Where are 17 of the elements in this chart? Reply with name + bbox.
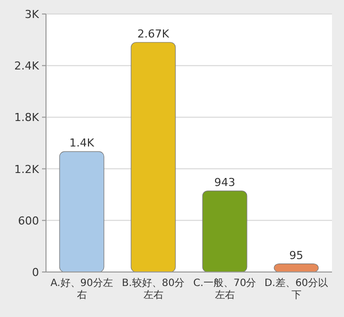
bar [59, 151, 104, 272]
y-tick-label: 1.2K [14, 162, 40, 176]
y-tick-label: 3K [24, 8, 40, 21]
data-label: 1.4K [69, 136, 95, 150]
x-tick-label: D.差、60分以下 [264, 277, 328, 301]
y-tick-label: 0 [32, 266, 39, 279]
y-tick-label: 1.8K [14, 111, 40, 124]
bar [130, 42, 176, 272]
bar [202, 190, 248, 272]
x-tick-label: C.一般、70分左右 [193, 277, 256, 301]
x-tick-label: A.好、90分左右 [50, 277, 114, 301]
y-tick-label: 2.4K [14, 60, 40, 73]
data-label: 943 [214, 176, 236, 189]
data-label: 95 [289, 248, 304, 262]
x-tick-label: B.较好、80分左右 [122, 277, 185, 301]
y-tick-label: 600 [18, 214, 39, 228]
data-label: 2.67K [137, 27, 170, 40]
